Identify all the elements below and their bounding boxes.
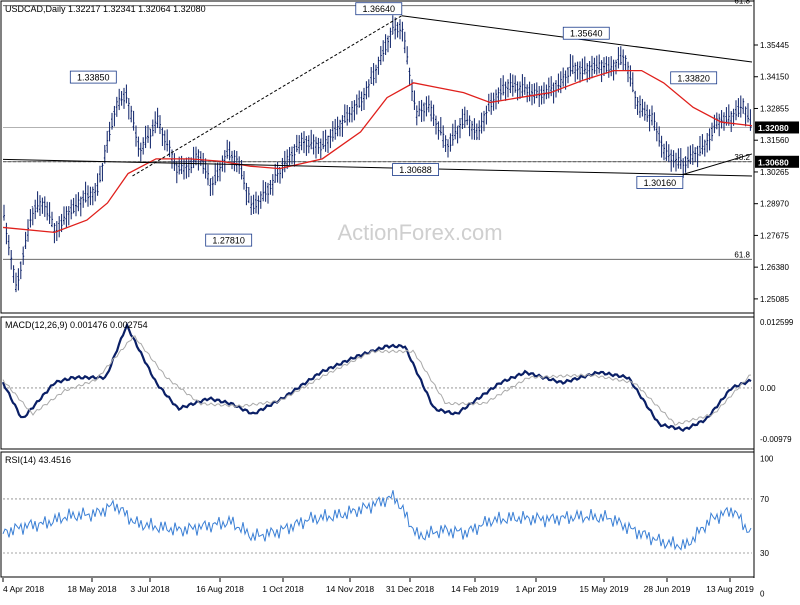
annotation-box bbox=[636, 176, 684, 189]
fib-level-label: 61.8 bbox=[734, 250, 750, 259]
price-y-tick-label: 1.31560 bbox=[760, 136, 789, 145]
x-tick-label: 16 Aug 2018 bbox=[196, 584, 244, 594]
macd-panel-frame bbox=[0, 316, 755, 450]
x-tick-label: 1 Apr 2019 bbox=[515, 584, 556, 594]
rsi-line bbox=[2, 490, 752, 551]
macd-line bbox=[1, 321, 752, 432]
price-y-tick-label: 1.35445 bbox=[760, 41, 789, 50]
x-axis-ticks: 4 Apr 2018 18 May 2018 3 Jul 2018 16 Aug 20… bbox=[2, 578, 754, 594]
annotation-label: 1.30160 bbox=[644, 178, 677, 188]
x-tick-label: 28 Jun 2019 bbox=[644, 584, 691, 594]
support-level-badge bbox=[755, 155, 799, 168]
price-y-tick-label: 1.28970 bbox=[760, 200, 789, 209]
macd-label: MACD(12,26,9) 0.001476 0.002754 bbox=[5, 320, 148, 330]
x-tick-label: 31 Dec 2018 bbox=[386, 584, 434, 594]
price-panel-frame bbox=[0, 0, 755, 314]
axes-layer: 1.376701.354451.341501.328551.315601.302… bbox=[754, 41, 799, 599]
annotation-label: 1.33820 bbox=[677, 73, 710, 83]
trendline bbox=[682, 153, 753, 176]
annotation-label: 1.33850 bbox=[77, 73, 110, 83]
current-price-badge-label: 1.32080 bbox=[758, 123, 789, 133]
price-y-tick-label: 1.34150 bbox=[760, 73, 789, 82]
rsi-y-tick-label: 100 bbox=[760, 454, 774, 463]
price-y-tick-label: 1.26380 bbox=[760, 263, 789, 272]
watermark: ActionForex.com bbox=[337, 220, 502, 245]
x-tick-label: 14 Nov 2018 bbox=[326, 584, 374, 594]
rsi-plot bbox=[2, 490, 752, 554]
annotation-label: 1.35640 bbox=[570, 29, 603, 39]
annotation-label: 1.36640 bbox=[363, 4, 396, 14]
x-tick-label: 18 May 2018 bbox=[67, 584, 116, 594]
x-tick-label: 14 Feb 2019 bbox=[451, 584, 499, 594]
chart-title: USDCAD,Daily 1.32217 1.32341 1.32064 1.3… bbox=[5, 4, 206, 14]
annotation-box bbox=[392, 163, 439, 176]
fib-level-label: 61.8 bbox=[734, 0, 750, 6]
macd-y-tick-label: -0.00979 bbox=[760, 435, 792, 444]
x-tick-label: 3 Jul 2018 bbox=[130, 584, 169, 594]
rsi-y-tick-label: 0 bbox=[760, 590, 765, 599]
macd-plot bbox=[1, 321, 752, 432]
x-tick-label: 4 Apr 2018 bbox=[3, 584, 44, 594]
annotation-box bbox=[69, 70, 117, 84]
macd-signal-line bbox=[2, 335, 752, 426]
trendline bbox=[2, 158, 753, 177]
annotation-box bbox=[670, 71, 718, 85]
price-y-tick-label: 1.27675 bbox=[760, 231, 789, 240]
rsi-panel-frame bbox=[0, 451, 755, 578]
rsi-y-tick-label: 70 bbox=[760, 495, 769, 504]
macd-y-tick-label: 0.012599 bbox=[760, 318, 794, 327]
annotation-label: 1.27810 bbox=[212, 236, 245, 246]
annotation-box bbox=[205, 233, 253, 247]
annotation-box bbox=[355, 2, 403, 16]
x-tick-label: 1 Oct 2018 bbox=[262, 584, 304, 594]
support-level-badge-label: 1.30680 bbox=[758, 157, 789, 167]
trendline bbox=[132, 15, 403, 177]
current-price-badge bbox=[755, 121, 799, 134]
annotation-box bbox=[562, 26, 610, 40]
price-plot: 61.838.261.81.366401.356401.338201.33850… bbox=[2, 0, 753, 293]
rsi-label: RSI(14) 43.4516 bbox=[5, 455, 71, 465]
price-y-tick-label: 1.25085 bbox=[760, 295, 789, 304]
annotation-label: 1.30688 bbox=[399, 165, 432, 175]
rsi-y-tick-label: 30 bbox=[760, 549, 769, 558]
macd-y-tick-label: 0.00 bbox=[760, 384, 776, 393]
price-y-tick-label: 1.32855 bbox=[760, 104, 789, 113]
x-tick-label: 13 Aug 2019 bbox=[706, 584, 754, 594]
price-y-tick-label: 1.30265 bbox=[760, 168, 789, 177]
moving-average-line bbox=[2, 69, 753, 234]
x-tick-label: 15 May 2019 bbox=[579, 584, 628, 594]
